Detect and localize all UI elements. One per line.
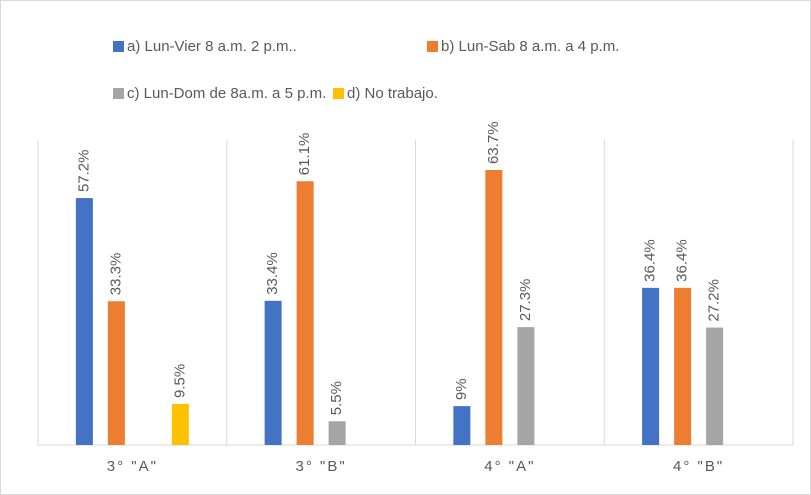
data-label: 57.2% — [75, 150, 92, 193]
legend-swatch — [427, 41, 438, 52]
data-label: 5.5% — [328, 381, 345, 415]
legend-label: b) Lun-Sab 8 a.m. a 4 p.m. — [441, 38, 619, 55]
data-label: 36.4% — [642, 239, 659, 282]
legend-swatch — [113, 41, 124, 52]
bar — [107, 301, 125, 445]
bar — [75, 198, 93, 445]
bar — [517, 327, 535, 445]
legend-label: c) Lun-Dom de 8a.m. a 5 p.m. — [127, 85, 326, 102]
bar — [485, 170, 503, 445]
legend-swatch — [333, 88, 344, 99]
x-tick-label: 4° "A" — [484, 458, 535, 475]
x-tick-label: 3° "A" — [107, 458, 158, 475]
bar — [264, 300, 282, 445]
legend-label: d) No trabajo. — [347, 85, 438, 102]
bar — [171, 403, 189, 445]
data-label: 63.7% — [485, 121, 502, 164]
data-label: 9.5% — [171, 364, 188, 398]
data-label: 61.1% — [296, 133, 313, 176]
data-label: 27.2% — [706, 279, 723, 322]
data-label: 27.3% — [517, 279, 534, 322]
bar — [328, 421, 346, 445]
x-tick-label: 4° "B" — [673, 458, 724, 475]
x-tick-label: 3° "B" — [296, 458, 347, 475]
bar — [296, 181, 314, 445]
legend-swatch — [113, 88, 124, 99]
legend-label: a) Lun-Vier 8 a.m. 2 p.m.. — [127, 38, 297, 55]
bar — [453, 406, 471, 445]
bar — [674, 287, 692, 445]
data-label: 9% — [453, 378, 470, 400]
data-label: 33.4% — [264, 252, 281, 295]
bar — [642, 287, 660, 445]
data-label: 36.4% — [674, 239, 691, 282]
bar — [706, 327, 724, 445]
data-label: 33.3% — [107, 253, 124, 296]
